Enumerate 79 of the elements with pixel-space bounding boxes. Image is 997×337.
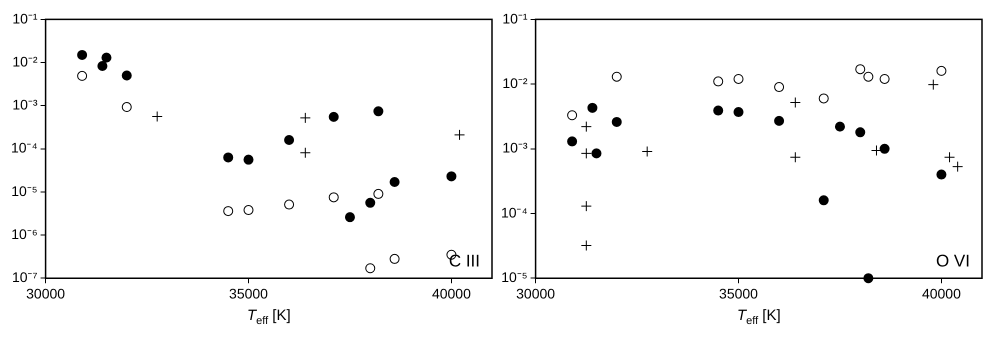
point: [365, 263, 376, 274]
point: [790, 96, 801, 108]
point: [863, 72, 874, 82]
point: [834, 122, 845, 132]
point: [77, 50, 88, 60]
point: [591, 148, 602, 158]
point: [244, 205, 254, 216]
y-tick-label: 10⁻⁷: [12, 269, 38, 286]
x-tick-label: 35000: [229, 285, 268, 302]
point: [328, 112, 339, 122]
point: [284, 200, 294, 210]
y-tick-label: 10⁻³: [12, 96, 38, 113]
y-tick-label: 10⁻⁴: [500, 204, 528, 220]
y-tick-label: 10⁻²: [12, 53, 38, 70]
point: [818, 195, 829, 206]
annotation: O VI: [936, 251, 970, 270]
point: [713, 106, 724, 116]
point: [612, 72, 622, 82]
point: [790, 152, 801, 163]
point: [734, 74, 744, 84]
y-tick-label: 10⁻⁴: [10, 140, 38, 156]
point: [300, 147, 311, 158]
point: [77, 70, 88, 81]
point: [454, 129, 466, 140]
annotation: C III: [448, 251, 480, 270]
point: [122, 70, 132, 81]
point: [587, 102, 598, 113]
point: [344, 212, 355, 222]
x-tick-label: 30000: [516, 285, 556, 302]
point: [612, 116, 622, 127]
point: [936, 66, 946, 76]
point: [734, 107, 744, 118]
y-tick-label: 10⁻⁶: [11, 226, 38, 242]
point: [936, 170, 946, 180]
point: [580, 121, 592, 132]
point: [818, 93, 829, 104]
point: [774, 82, 784, 92]
point: [567, 110, 578, 120]
y-tick-label: 10⁻³: [502, 140, 528, 156]
point: [870, 145, 882, 156]
point: [365, 198, 376, 208]
y-tick-label: 10⁻¹: [12, 10, 38, 26]
point: [373, 106, 384, 116]
x-tick-label: 35000: [719, 285, 758, 302]
point: [390, 176, 400, 187]
y-tick-label: 10⁻⁵: [11, 182, 38, 199]
y-tick-label: 10⁻⁵: [501, 269, 528, 286]
point: [880, 144, 890, 154]
point: [373, 188, 384, 199]
x-tick-label: 40000: [922, 285, 962, 302]
point: [713, 76, 724, 86]
point: [122, 102, 132, 112]
y-tick-label: 10⁻¹: [502, 10, 528, 26]
point: [244, 154, 254, 165]
point: [223, 206, 234, 216]
point: [944, 152, 956, 163]
point: [880, 74, 890, 84]
point: [642, 146, 653, 157]
point: [567, 136, 578, 146]
x-tick-label: 30000: [26, 285, 66, 302]
point: [223, 152, 234, 162]
point: [855, 64, 866, 74]
point: [101, 52, 112, 63]
x-tick-label: 40000: [432, 285, 472, 302]
point: [300, 112, 311, 124]
point: [580, 240, 592, 252]
point: [580, 200, 592, 212]
point: [284, 134, 294, 145]
point: [328, 192, 339, 202]
point: [390, 254, 400, 264]
y-tick-label: 10⁻²: [502, 74, 528, 91]
point: [855, 127, 866, 138]
point: [446, 171, 456, 182]
point: [928, 79, 939, 90]
point: [580, 148, 592, 159]
point: [774, 116, 784, 126]
point: [952, 161, 964, 172]
point: [152, 111, 163, 122]
point: [97, 61, 108, 72]
